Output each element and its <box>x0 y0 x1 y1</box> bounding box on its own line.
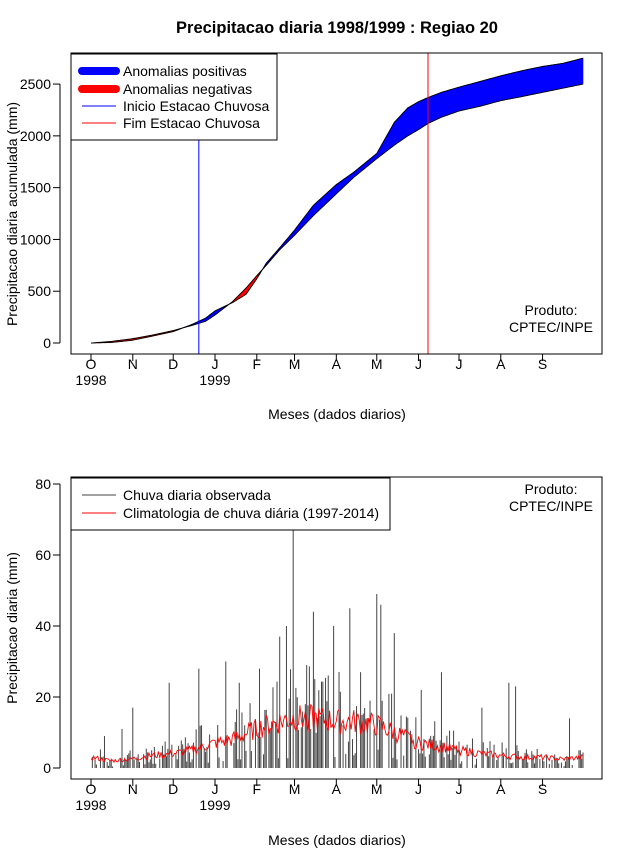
climatology-daily-line <box>90 703 584 764</box>
top-y-tick-label: 1500 <box>20 180 51 196</box>
top-year-label: 1999 <box>199 372 230 388</box>
bottom-y-axis: 0 20 40 60 80 <box>35 476 61 776</box>
top-y-axis-title: Precipitacao diaria acumulada (mm) <box>4 102 20 326</box>
bottom-y-tick-label: 40 <box>35 618 51 634</box>
top-y-axis: 0 500 1000 1500 2000 2500 <box>20 76 61 351</box>
legend-label-negative: Anomalias negativas <box>123 81 252 97</box>
chart-title: Precipitacao diaria 1998/1999 : Regiao 2… <box>176 19 498 37</box>
legend-label-positive: Anomalias positivas <box>123 63 247 79</box>
legend-label-season-start: Inicio Estacao Chuvosa <box>123 98 270 114</box>
bottom-y-axis-title: Precipitacao diaria (mm) <box>4 552 20 704</box>
bottom-y-tick-label: 60 <box>35 547 51 563</box>
top-x-tick-label: J <box>415 356 422 372</box>
bottom-x-tick-label: S <box>538 781 547 797</box>
bottom-x-tick-label: O <box>86 781 97 797</box>
bottom-legend: Chuva diaria observada Climatologia de c… <box>70 477 391 531</box>
bottom-x-tick-label: A <box>496 781 506 797</box>
bottom-x-tick-label: J <box>455 781 462 797</box>
top-x-tick-label: F <box>253 356 262 372</box>
top-credit-line-1: Produto: <box>525 302 578 318</box>
top-y-tick-label: 2500 <box>20 76 51 92</box>
daily-plot-area <box>90 530 584 768</box>
bottom-credit-line-1: Produto: <box>525 481 578 497</box>
bottom-x-tick-label: M <box>289 781 301 797</box>
bottom-x-tick-label: A <box>332 781 342 797</box>
top-x-tick-label: D <box>168 356 178 372</box>
bottom-y-tick-label: 20 <box>35 689 51 705</box>
top-y-tick-label: 2000 <box>20 128 51 144</box>
bottom-legend-box <box>70 477 391 531</box>
top-x-tick-label: A <box>332 356 342 372</box>
top-credit-line-2: CPTEC/INPE <box>509 319 593 335</box>
observed-cumulative-line <box>90 57 584 344</box>
bottom-y-tick-label: 80 <box>35 476 51 492</box>
bottom-credit-line-2: CPTEC/INPE <box>509 498 593 514</box>
bottom-x-tick-label: M <box>371 781 383 797</box>
top-x-tick-label: M <box>371 356 383 372</box>
bottom-year-label: 1998 <box>75 797 106 813</box>
top-x-tick-label: M <box>289 356 301 372</box>
top-y-tick-label: 500 <box>28 283 52 299</box>
bottom-x-axis: O N D J F M A M J J A S 1998 1999 <box>75 778 547 813</box>
top-x-tick-label: S <box>538 356 547 372</box>
top-x-tick-label: J <box>455 356 462 372</box>
negative-anomaly-area <box>90 268 263 344</box>
legend-label-season-end: Fim Estacao Chuvosa <box>123 115 260 131</box>
bottom-y-tick-label: 0 <box>43 760 51 776</box>
climatology-cumulative-line <box>90 83 584 344</box>
top-x-axis: O N D J F M A M J J A S 1998 1999 <box>75 353 547 388</box>
top-legend: Anomalias positivas Anomalias negativas … <box>70 53 278 141</box>
top-y-tick-label: 1000 <box>20 231 51 247</box>
top-x-tick-label: J <box>212 356 219 372</box>
top-x-tick-label: A <box>496 356 506 372</box>
top-x-axis-title: Meses (dados diarios) <box>268 406 406 422</box>
bottom-x-tick-label: F <box>253 781 262 797</box>
bottom-x-axis-title: Meses (dados diarios) <box>268 832 406 848</box>
top-x-tick-label: O <box>86 356 97 372</box>
bottom-x-tick-label: J <box>415 781 422 797</box>
bottom-x-tick-label: N <box>128 781 138 797</box>
top-y-tick-label: 0 <box>43 335 51 351</box>
legend-label-climatology: Climatologia de chuva diária (1997-2014) <box>123 505 379 521</box>
top-x-tick-label: N <box>128 356 138 372</box>
legend-label-observed: Chuva diaria observada <box>123 487 271 503</box>
bottom-x-tick-label: J <box>212 781 219 797</box>
bottom-x-tick-label: D <box>168 781 178 797</box>
top-year-label: 1998 <box>75 372 106 388</box>
bottom-year-label: 1999 <box>199 797 230 813</box>
